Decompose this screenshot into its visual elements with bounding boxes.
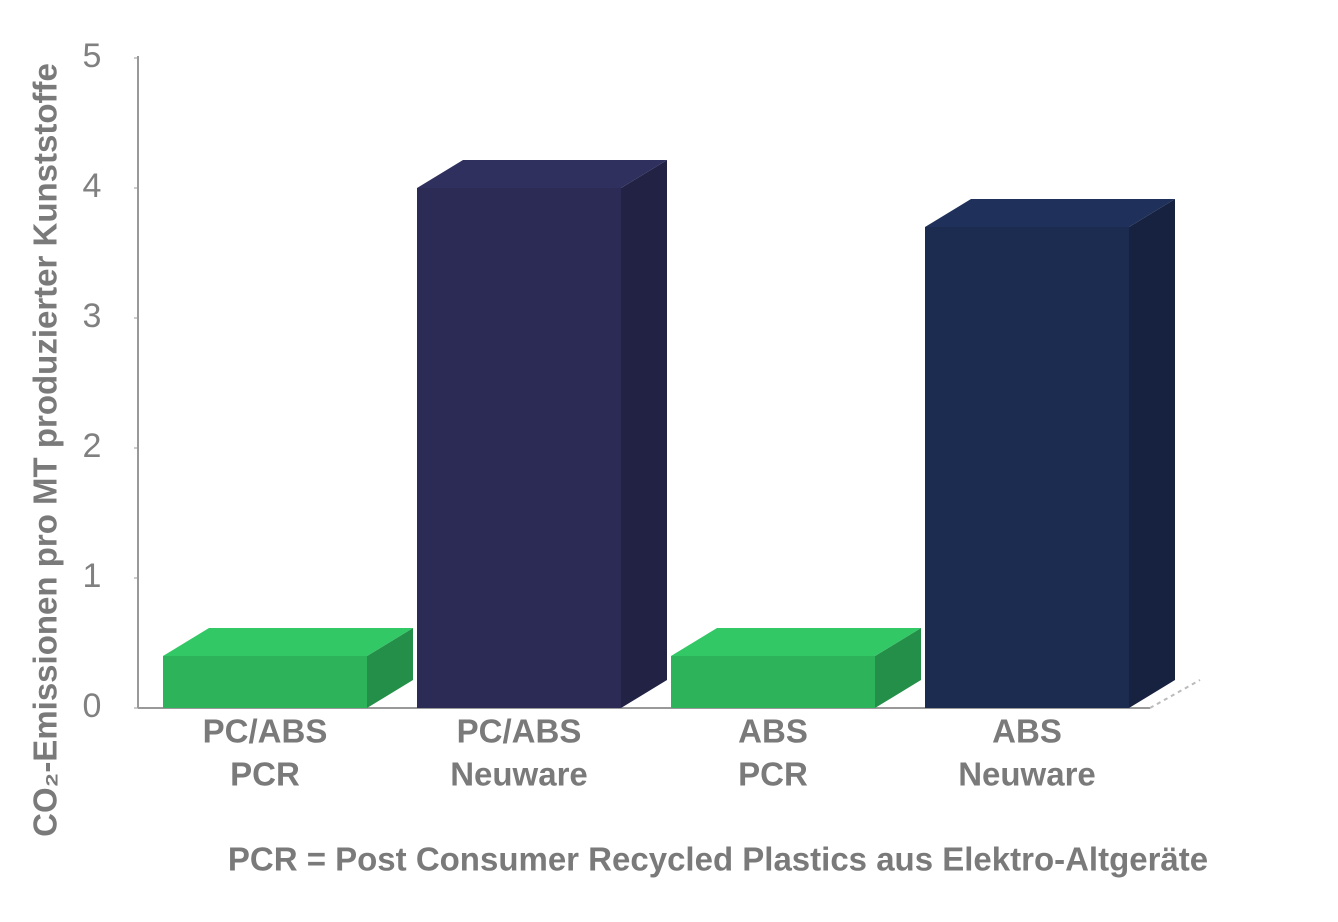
y-tick-label: 3	[83, 297, 102, 335]
y-tick-label: 2	[83, 427, 102, 465]
bar-side	[367, 628, 413, 708]
y-tick-label: 0	[83, 687, 102, 725]
x-tick-label: PCR	[230, 756, 300, 793]
x-tick-label: Neuware	[958, 756, 1096, 793]
x-tick-label: PC/ABS	[203, 713, 328, 750]
y-tick-label: 4	[83, 167, 102, 205]
x-tick-label: Neuware	[450, 756, 588, 793]
x-tick-label: ABS	[738, 713, 808, 750]
bar	[163, 628, 413, 708]
bar-top	[417, 160, 667, 188]
bar	[925, 199, 1175, 708]
bar-top	[925, 199, 1175, 227]
bar-side	[875, 628, 921, 708]
x-tick-label: PCR	[738, 756, 808, 793]
floor-edge	[1149, 679, 1201, 709]
y-axis-label: CO₂-Emissionen pro MT produzierter Kunst…	[27, 63, 64, 837]
x-tick-label: ABS	[992, 713, 1062, 750]
bar-front	[163, 656, 367, 708]
bar-side	[1129, 199, 1175, 708]
bar-top	[163, 628, 413, 656]
x-tick-label: PC/ABS	[457, 713, 582, 750]
y-tick-label: 1	[83, 557, 102, 595]
bar	[671, 628, 921, 708]
note: PCR = Post Consumer Recycled Plastics au…	[228, 841, 1208, 878]
bar-front	[925, 227, 1129, 708]
y-tick-label: 5	[83, 37, 102, 75]
bar-front	[671, 656, 875, 708]
bar-front	[417, 188, 621, 708]
bar-top	[671, 628, 921, 656]
bar-side	[621, 160, 667, 708]
bar	[417, 160, 667, 708]
